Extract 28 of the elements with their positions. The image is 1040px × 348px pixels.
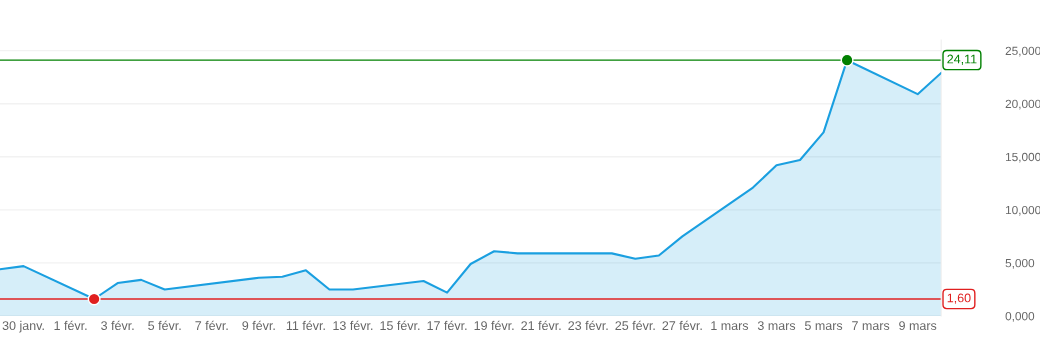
x-tick-label: 1 mars	[711, 321, 749, 331]
x-tick-label: 19 févr.	[474, 320, 514, 331]
x-tick-label: 15 févr.	[380, 320, 420, 331]
x-tick-label: 7 mars	[852, 321, 890, 331]
x-tick-label: 3 févr.	[101, 320, 134, 331]
y-tick-label: 0,000	[1005, 312, 1035, 322]
x-tick-label: 3 mars	[757, 321, 796, 331]
x-tick-label: 9 févr.	[242, 320, 275, 331]
x-tick-label: 5 févr.	[148, 320, 181, 331]
x-tick-label: 1 févr.	[54, 320, 87, 331]
x-tick-label: 7 févr.	[195, 320, 228, 331]
y-tick-label: 10,000	[1005, 205, 1040, 216]
x-tick-label: 30 janv.	[2, 320, 44, 333]
ref-line-label: 24,11	[947, 54, 977, 65]
y-tick-label: 5,000	[1005, 258, 1035, 269]
y-tick-label: 25,000	[1005, 46, 1040, 57]
x-tick-label: 21 févr.	[521, 320, 561, 331]
y-tick-label: 20,000	[1005, 99, 1040, 110]
x-tick-label: 25 févr.	[615, 320, 655, 331]
ref-line-label: 1,60	[947, 293, 971, 304]
y-tick-label: 15,000	[1005, 152, 1040, 163]
x-tick-label: 27 févr.	[662, 320, 702, 331]
x-tick-label: 5 mars	[804, 321, 843, 331]
x-tick-label: 17 févr.	[427, 320, 467, 331]
x-tick-label: 13 févr.	[333, 320, 373, 331]
x-tick-label: 9 mars	[899, 321, 937, 331]
x-tick-label: 23 févr.	[568, 320, 608, 331]
x-tick-label: 11 févr.	[286, 320, 325, 331]
